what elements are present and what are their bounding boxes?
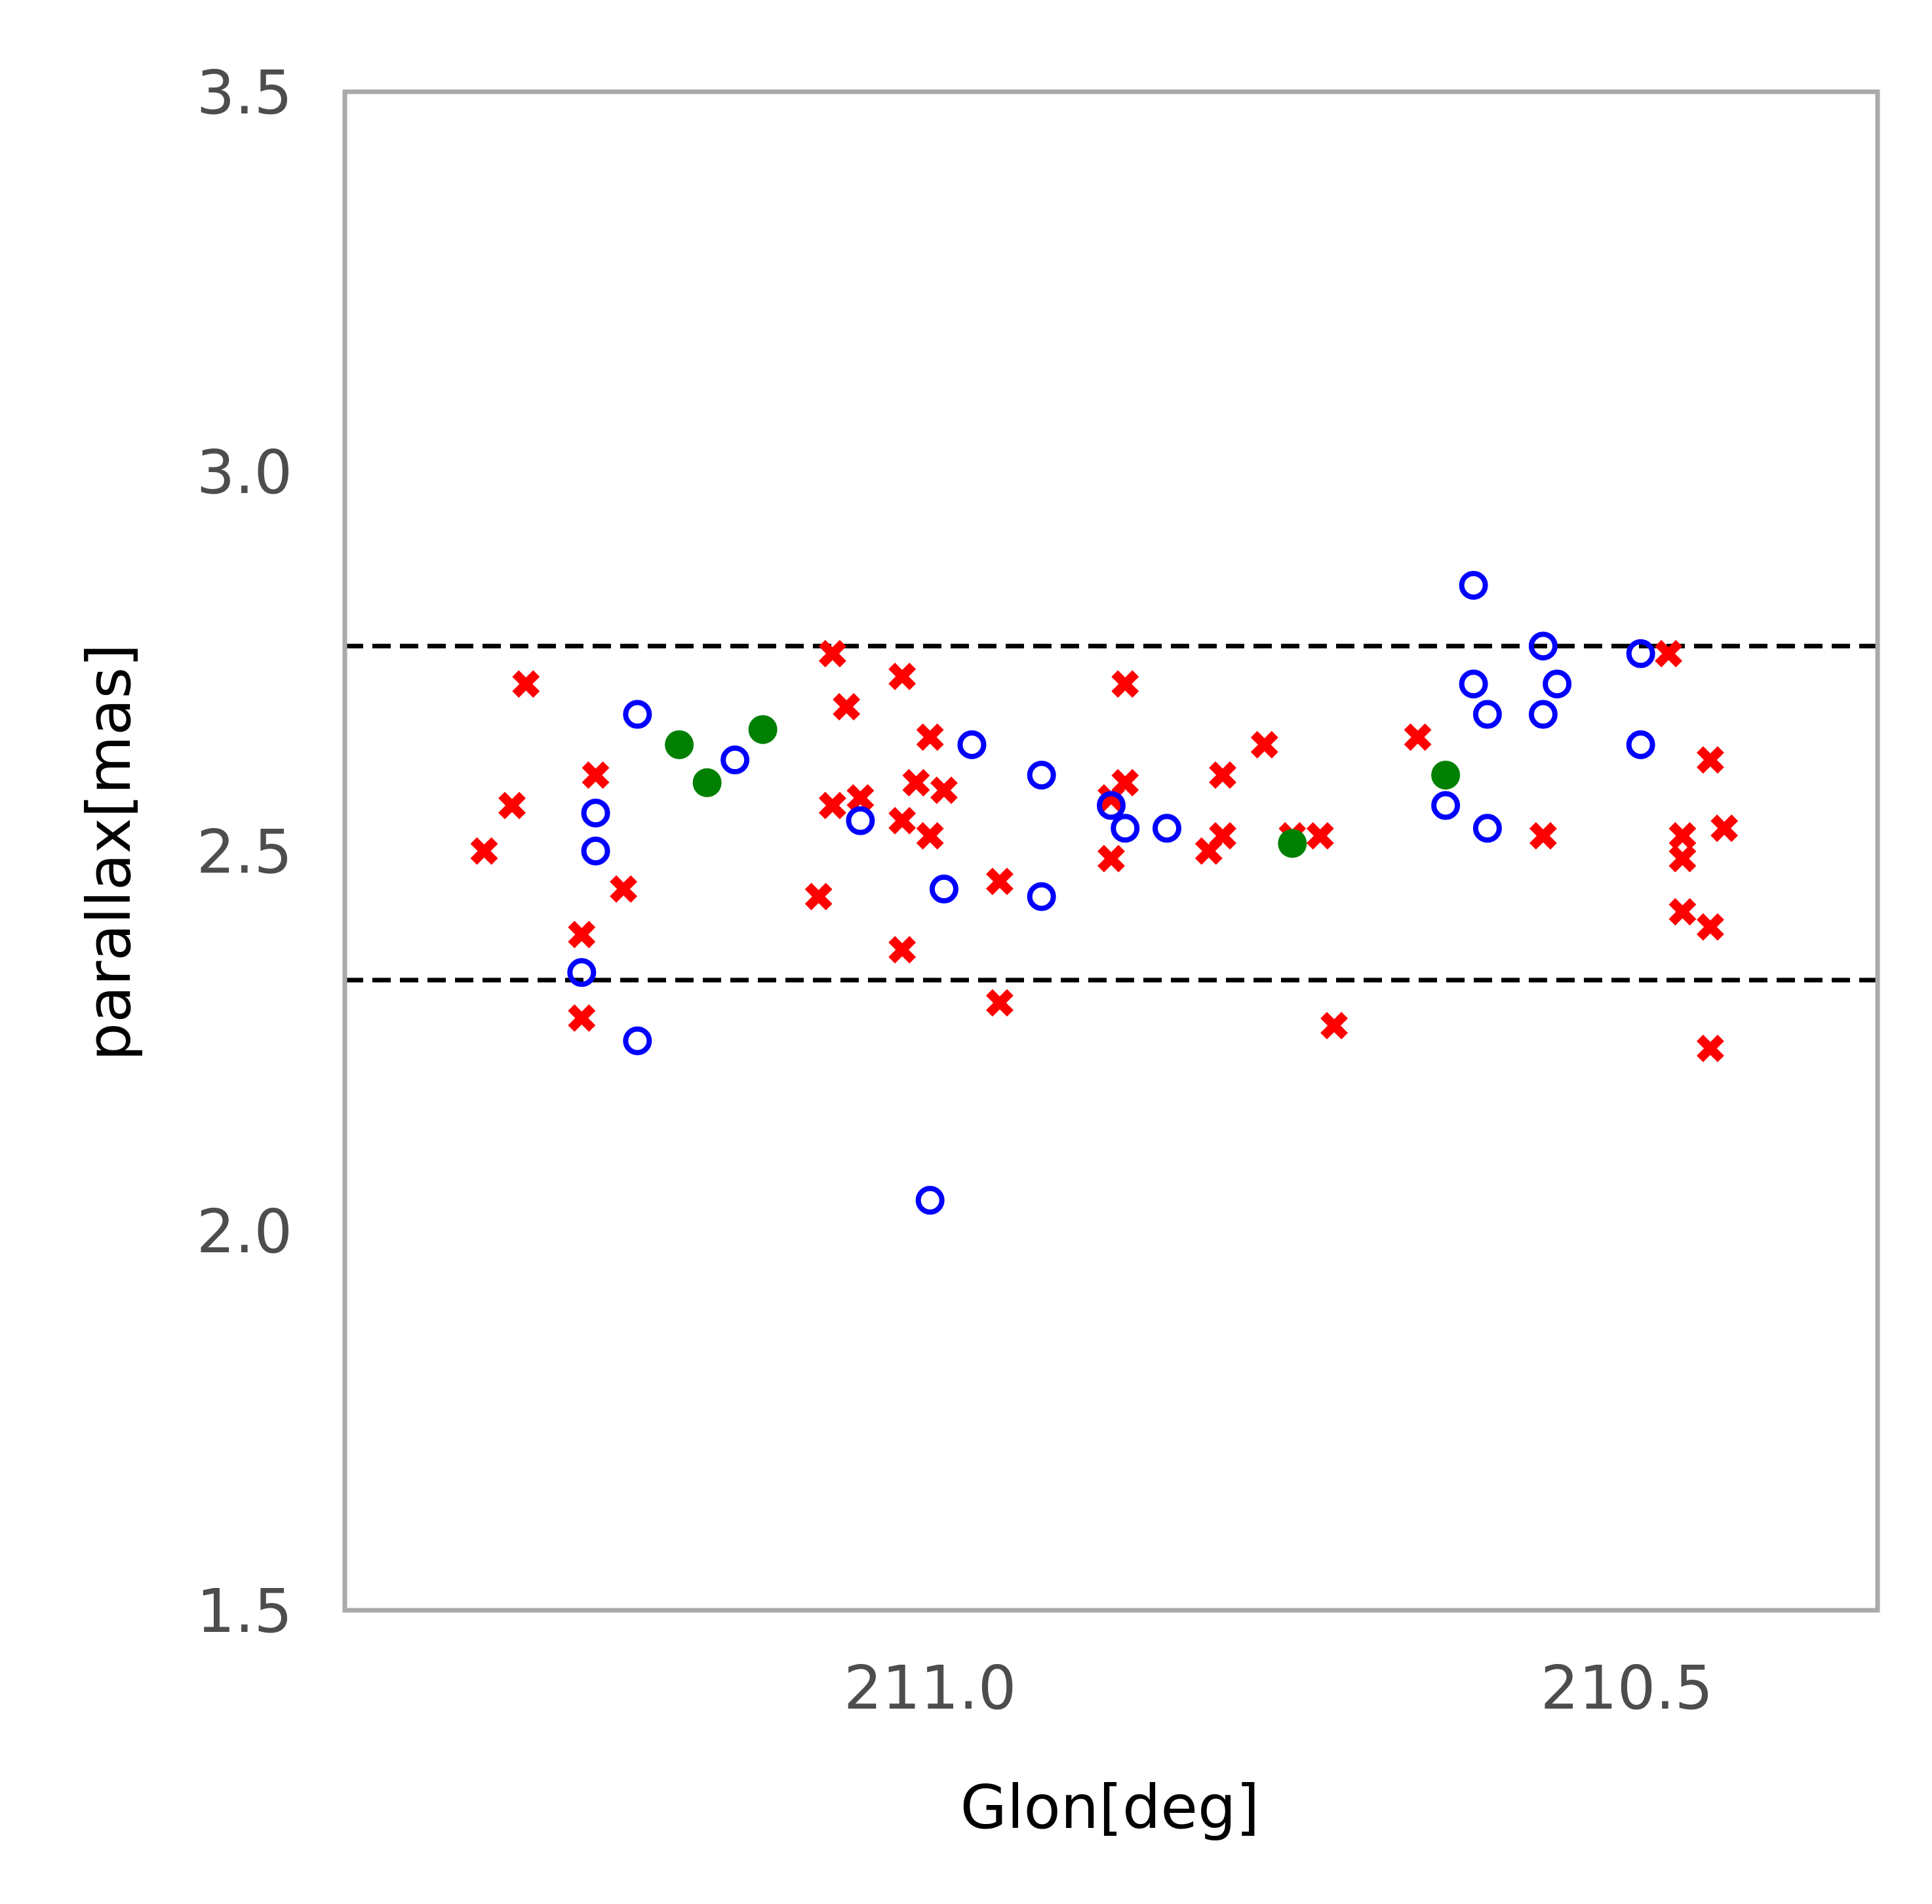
x-marker-point xyxy=(1097,844,1125,873)
y-tick-label: 2.5 xyxy=(197,817,292,887)
x-marker-point xyxy=(1320,1012,1349,1040)
x-marker-point xyxy=(568,1004,596,1032)
open-circle-point xyxy=(1027,761,1056,790)
x-marker-point xyxy=(1209,822,1236,850)
y-axis-label: parallax[mas] xyxy=(74,644,144,1061)
x-marker-point xyxy=(1111,768,1139,797)
open-circle-point xyxy=(567,958,597,987)
open-circle-point xyxy=(1431,791,1461,820)
open-circle-point xyxy=(1626,639,1655,668)
open-circle-point xyxy=(957,730,987,759)
x-axis-ticks: 211.0 210.5 xyxy=(844,1653,1713,1723)
data-points xyxy=(470,570,1739,1215)
open-circle-point xyxy=(1459,570,1488,600)
open-circle-point xyxy=(1528,631,1558,661)
x-marker-point xyxy=(1697,913,1724,941)
x-marker-point xyxy=(1250,730,1278,759)
open-circle-point xyxy=(623,700,652,729)
y-tick-label: 1.5 xyxy=(197,1576,292,1646)
x-marker-point xyxy=(470,837,498,865)
x-marker-point xyxy=(1668,844,1697,873)
open-circle-point xyxy=(581,799,610,828)
open-circle-point xyxy=(1626,730,1655,759)
filled-circle-point xyxy=(748,715,778,744)
x-tick-label: 211.0 xyxy=(844,1653,1016,1723)
open-circle-point xyxy=(581,837,610,865)
x-marker-point xyxy=(498,791,526,820)
x-axis-label: Glon[deg] xyxy=(960,1772,1260,1842)
reference-lines xyxy=(345,643,1878,983)
open-circle-point xyxy=(915,1185,945,1215)
x-marker-point xyxy=(1668,898,1697,926)
x-marker-point xyxy=(916,822,944,850)
x-marker-point xyxy=(986,989,1014,1017)
x-marker-point xyxy=(902,768,930,797)
x-marker-point xyxy=(1111,670,1139,698)
filled-circle-point xyxy=(665,730,694,759)
plot-frame xyxy=(342,89,1880,1613)
open-circle-point xyxy=(1528,700,1558,729)
x-marker-point xyxy=(1306,822,1334,850)
filled-circle-point xyxy=(692,768,722,797)
x-marker-point xyxy=(1697,1035,1724,1063)
x-marker-point xyxy=(916,723,944,751)
open-circle-point xyxy=(1472,814,1502,843)
x-marker-point xyxy=(818,639,846,667)
y-tick-label: 2.0 xyxy=(197,1197,292,1267)
y-tick-label: 3.5 xyxy=(197,58,292,128)
filled-circle-point xyxy=(1431,761,1461,790)
y-axis-ticks: 1.5 2.0 2.5 3.0 3.5 xyxy=(197,58,292,1646)
x-marker-point xyxy=(930,776,958,804)
open-circle-point xyxy=(929,874,958,903)
x-marker-point xyxy=(888,806,917,835)
x-marker-point xyxy=(833,693,861,721)
x-marker-point xyxy=(1529,822,1557,850)
open-circle-point xyxy=(623,1026,652,1056)
open-circle-point xyxy=(1027,882,1056,911)
x-marker-point xyxy=(1710,814,1739,843)
x-marker-point xyxy=(1655,639,1683,667)
x-marker-point xyxy=(582,761,610,789)
x-marker-point xyxy=(610,875,638,903)
x-tick-label: 210.5 xyxy=(1541,1653,1713,1723)
x-marker-point xyxy=(512,670,540,698)
y-tick-label: 3.0 xyxy=(197,437,292,507)
x-marker-point xyxy=(804,883,833,911)
x-marker-point xyxy=(1697,746,1724,774)
x-marker-point xyxy=(1404,723,1432,751)
x-marker-point xyxy=(1209,761,1236,789)
x-marker-point xyxy=(846,783,875,812)
open-circle-point xyxy=(846,806,875,835)
x-marker-point xyxy=(888,662,917,690)
filled-circle-point xyxy=(1278,829,1307,858)
x-marker-point xyxy=(818,791,846,820)
x-marker-point xyxy=(888,936,917,964)
open-circle-point xyxy=(1543,669,1572,699)
open-circle-point xyxy=(1459,669,1488,699)
x-marker-point xyxy=(1668,822,1697,850)
open-circle-point xyxy=(1097,791,1126,820)
x-marker-point xyxy=(986,867,1014,896)
open-circle-point xyxy=(1111,814,1140,843)
open-circle-point xyxy=(1472,700,1502,729)
open-circle-point xyxy=(720,745,750,775)
open-circle-point xyxy=(1153,814,1182,843)
x-marker-point xyxy=(568,921,596,949)
